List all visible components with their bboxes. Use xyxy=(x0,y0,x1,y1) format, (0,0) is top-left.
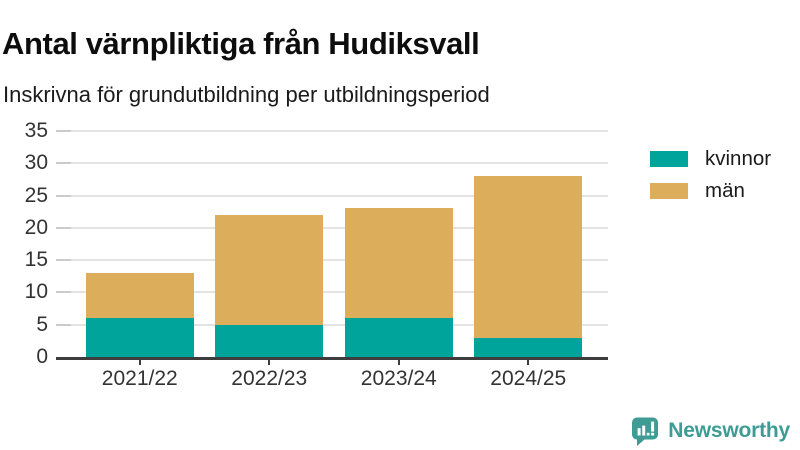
gridline xyxy=(56,226,608,229)
bar-segment-kvinnor xyxy=(474,337,583,357)
bar-segment-kvinnor xyxy=(344,318,453,357)
x-axis-line xyxy=(56,356,608,360)
legend: kvinnor män xyxy=(650,147,772,212)
x-axis-tick xyxy=(397,359,400,365)
y-tick-label: 25 xyxy=(24,183,48,207)
chart-subtitle: Inskrivna för grundutbildning per utbild… xyxy=(3,82,490,107)
gridline xyxy=(56,194,608,197)
y-tick-label: 20 xyxy=(24,215,48,239)
y-axis-tick xyxy=(56,259,71,262)
y-axis-tick xyxy=(56,291,71,294)
x-tick-label: 2022/23 xyxy=(231,367,308,390)
gridline xyxy=(56,162,608,165)
y-tick-label: 5 xyxy=(36,312,48,336)
bar-segment-män xyxy=(215,214,324,325)
bar-chart-speech-bubble-icon xyxy=(630,416,660,447)
gridline xyxy=(56,323,608,326)
gridline xyxy=(56,130,608,132)
gridline xyxy=(56,259,608,262)
gridline xyxy=(56,291,608,294)
legend-label-man: män xyxy=(705,178,745,202)
y-tick-label: 35 xyxy=(24,119,48,142)
y-axis-tick xyxy=(56,226,71,229)
y-tick-label: 15 xyxy=(24,248,48,272)
legend-item-man: män xyxy=(650,178,771,202)
x-axis-tick xyxy=(527,359,530,365)
x-tick-label: 2023/24 xyxy=(360,367,437,390)
y-tick-label: 10 xyxy=(24,280,48,304)
chart-title: Antal värnpliktiga från Hudiksvall xyxy=(2,25,480,61)
y-axis-tick xyxy=(56,162,71,165)
bar-segment-kvinnor xyxy=(85,318,194,357)
y-axis-tick xyxy=(56,194,71,197)
bar-segment-män xyxy=(344,208,453,319)
legend-item-kvinnor: kvinnor xyxy=(650,147,772,170)
y-tick-label: 0 xyxy=(36,345,48,368)
legend-label-kvinnor: kvinnor xyxy=(705,147,772,170)
bar-segment-män xyxy=(474,176,583,338)
x-tick-label: 2024/25 xyxy=(490,367,567,390)
bar-segment-kvinnor xyxy=(215,324,324,357)
brand-footer[interactable]: Newsworthy xyxy=(630,414,790,448)
y-axis-tick xyxy=(56,130,71,132)
legend-swatch-man xyxy=(650,182,688,199)
x-tick-label: 2021/22 xyxy=(101,367,178,390)
bar-segment-män xyxy=(85,273,194,319)
legend-swatch-kvinnor xyxy=(650,151,688,168)
brand-name: Newsworthy xyxy=(668,419,790,442)
x-axis-tick xyxy=(138,359,141,365)
x-axis-tick xyxy=(268,359,271,365)
y-tick-label: 30 xyxy=(24,151,48,175)
y-axis-tick xyxy=(56,323,71,326)
